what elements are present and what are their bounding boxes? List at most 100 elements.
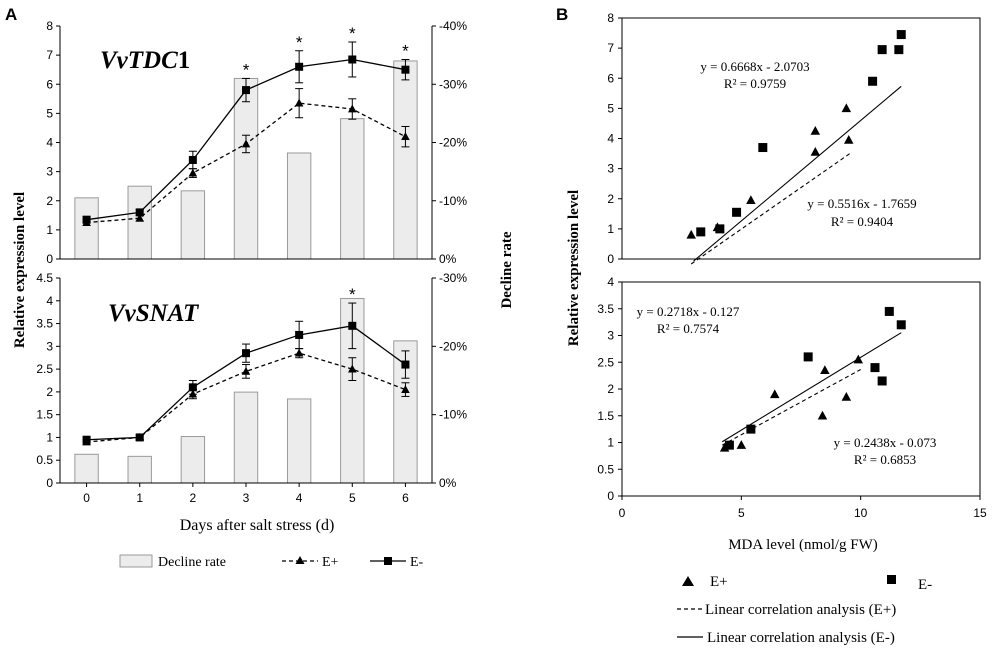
triangle-icon <box>682 576 694 586</box>
y-tick-label: 6 <box>46 77 53 91</box>
y-tick-label: 3.5 <box>36 317 53 331</box>
triangle-icon <box>295 556 305 564</box>
legend-bar-swatch <box>119 554 153 568</box>
eminus-point <box>135 208 144 217</box>
gene-title-vvsnat: VvSNAT <box>108 300 200 327</box>
y-tick-label: 3 <box>607 162 614 176</box>
eminus-point <box>894 45 904 55</box>
x-tick-label: 5 <box>349 491 356 505</box>
y2-tick-label: 0% <box>439 476 457 490</box>
eminus-point <box>135 433 144 442</box>
legend-b-eplus-label: E+ <box>710 574 728 590</box>
significance-star: * <box>296 33 303 52</box>
eplus-point <box>810 125 821 135</box>
eminus-point <box>295 330 304 339</box>
y-tick-label: 1 <box>46 430 53 444</box>
gene-title-vvtdc1: VvTDC1 <box>100 47 190 74</box>
b-x-axis-label: MDA level (nmol/g FW) <box>728 537 878 553</box>
fit-line-eplus <box>690 152 852 265</box>
y-tick-label: 6 <box>607 71 614 85</box>
fit-line-eminus <box>693 85 902 262</box>
y-tick-label: 3 <box>46 165 53 179</box>
square-icon <box>384 557 392 565</box>
y-tick-label: 2.5 <box>36 362 53 376</box>
x-tick-label: 10 <box>854 506 868 520</box>
square-icon <box>887 575 896 584</box>
y2-tick-label: 0% <box>439 252 457 266</box>
x-tick-label: 15 <box>973 506 987 520</box>
y2-tick-label: -20% <box>439 339 467 353</box>
y-tick-label: 1 <box>607 436 614 450</box>
y-tick-label: 0.5 <box>36 453 53 467</box>
eminus-point <box>348 55 357 64</box>
y2-tick-label: -20% <box>439 136 467 150</box>
legend-b-eminus-label: E- <box>918 577 932 593</box>
y-tick-label: 5 <box>607 101 614 115</box>
y-tick-label: 7 <box>46 48 53 62</box>
x-tick-label: 5 <box>738 506 745 520</box>
eminus-point <box>242 86 250 95</box>
y-tick-label: 3 <box>46 339 53 353</box>
y-tick-label: 4 <box>607 132 614 146</box>
decline-bar <box>74 197 99 260</box>
eplus-point <box>401 132 410 141</box>
eminus-point <box>188 383 197 392</box>
y-tick-label: 1.5 <box>597 409 614 423</box>
eplus-point <box>769 389 780 399</box>
eminus-point <box>884 306 894 316</box>
plot-frame <box>621 17 981 260</box>
eplus-point <box>841 392 852 401</box>
y-tick-label: 1 <box>46 223 53 237</box>
eminus-point <box>348 321 357 330</box>
y2-tick-label: -10% <box>439 408 467 422</box>
eminus-point <box>758 143 768 153</box>
y-tick-label: 0 <box>607 489 614 503</box>
panel-label-a: A <box>5 5 17 24</box>
x-tick-label: 4 <box>296 491 303 505</box>
eminus-point <box>295 62 304 71</box>
eminus-point <box>242 349 250 358</box>
legend-fit-eminus-label: Linear correlation analysis (E-) <box>707 630 895 646</box>
legend-b: E+ E- Linear correlation analysis (E+) L… <box>677 574 932 646</box>
eplus-point <box>294 98 304 107</box>
legend-eminus-label: E- <box>410 555 424 570</box>
decline-bar <box>286 398 312 484</box>
decline-bar <box>127 455 152 484</box>
eminus-point <box>870 363 880 373</box>
y-tick-label: 7 <box>607 41 614 55</box>
y2-tick-label: -30% <box>439 77 467 91</box>
x-tick-label: 1 <box>136 491 143 505</box>
eminus-point <box>732 207 742 217</box>
y-tick-label: 2 <box>607 192 614 206</box>
y-tick-label: 2 <box>46 385 53 399</box>
y-tick-label: 4 <box>607 275 614 289</box>
eplus-point <box>746 195 756 205</box>
legend-fit-eplus-label: Linear correlation analysis (E+) <box>705 602 896 618</box>
y-tick-label: 0 <box>607 252 614 266</box>
x-tick-label: 6 <box>402 491 409 505</box>
x-tick-label: 0 <box>83 491 90 505</box>
regression-annotation: R² = 0.9759 <box>724 76 786 91</box>
eplus-point <box>817 410 828 420</box>
eplus-point <box>348 364 357 373</box>
eminus-point <box>724 440 734 450</box>
chart-a-vvtdc1: 0 1 2 3 4 5 6 7 8 0% -10% -20% -30% -40% * * * * <box>46 19 467 266</box>
eplus-point <box>401 385 410 393</box>
y-tick-label: 0 <box>46 476 53 490</box>
legend-bar-label: Decline rate <box>158 555 226 570</box>
y-tick-label: 0 <box>46 252 53 266</box>
y-tick-label: 1.5 <box>36 408 53 422</box>
x-tick-label: 3 <box>243 491 250 505</box>
y-tick-label: 4.5 <box>36 271 53 285</box>
panel-label-b: B <box>556 5 568 24</box>
eminus-point <box>82 215 91 224</box>
eminus-point <box>868 76 878 86</box>
fit-line-eplus <box>721 368 861 446</box>
significance-star: * <box>402 41 409 60</box>
y-tick-label: 8 <box>46 19 53 33</box>
y2-tick-label: -10% <box>439 194 467 208</box>
eplus-point <box>841 103 852 113</box>
eminus-point <box>82 435 91 444</box>
regression-annotation: R² = 0.7574 <box>657 321 720 336</box>
